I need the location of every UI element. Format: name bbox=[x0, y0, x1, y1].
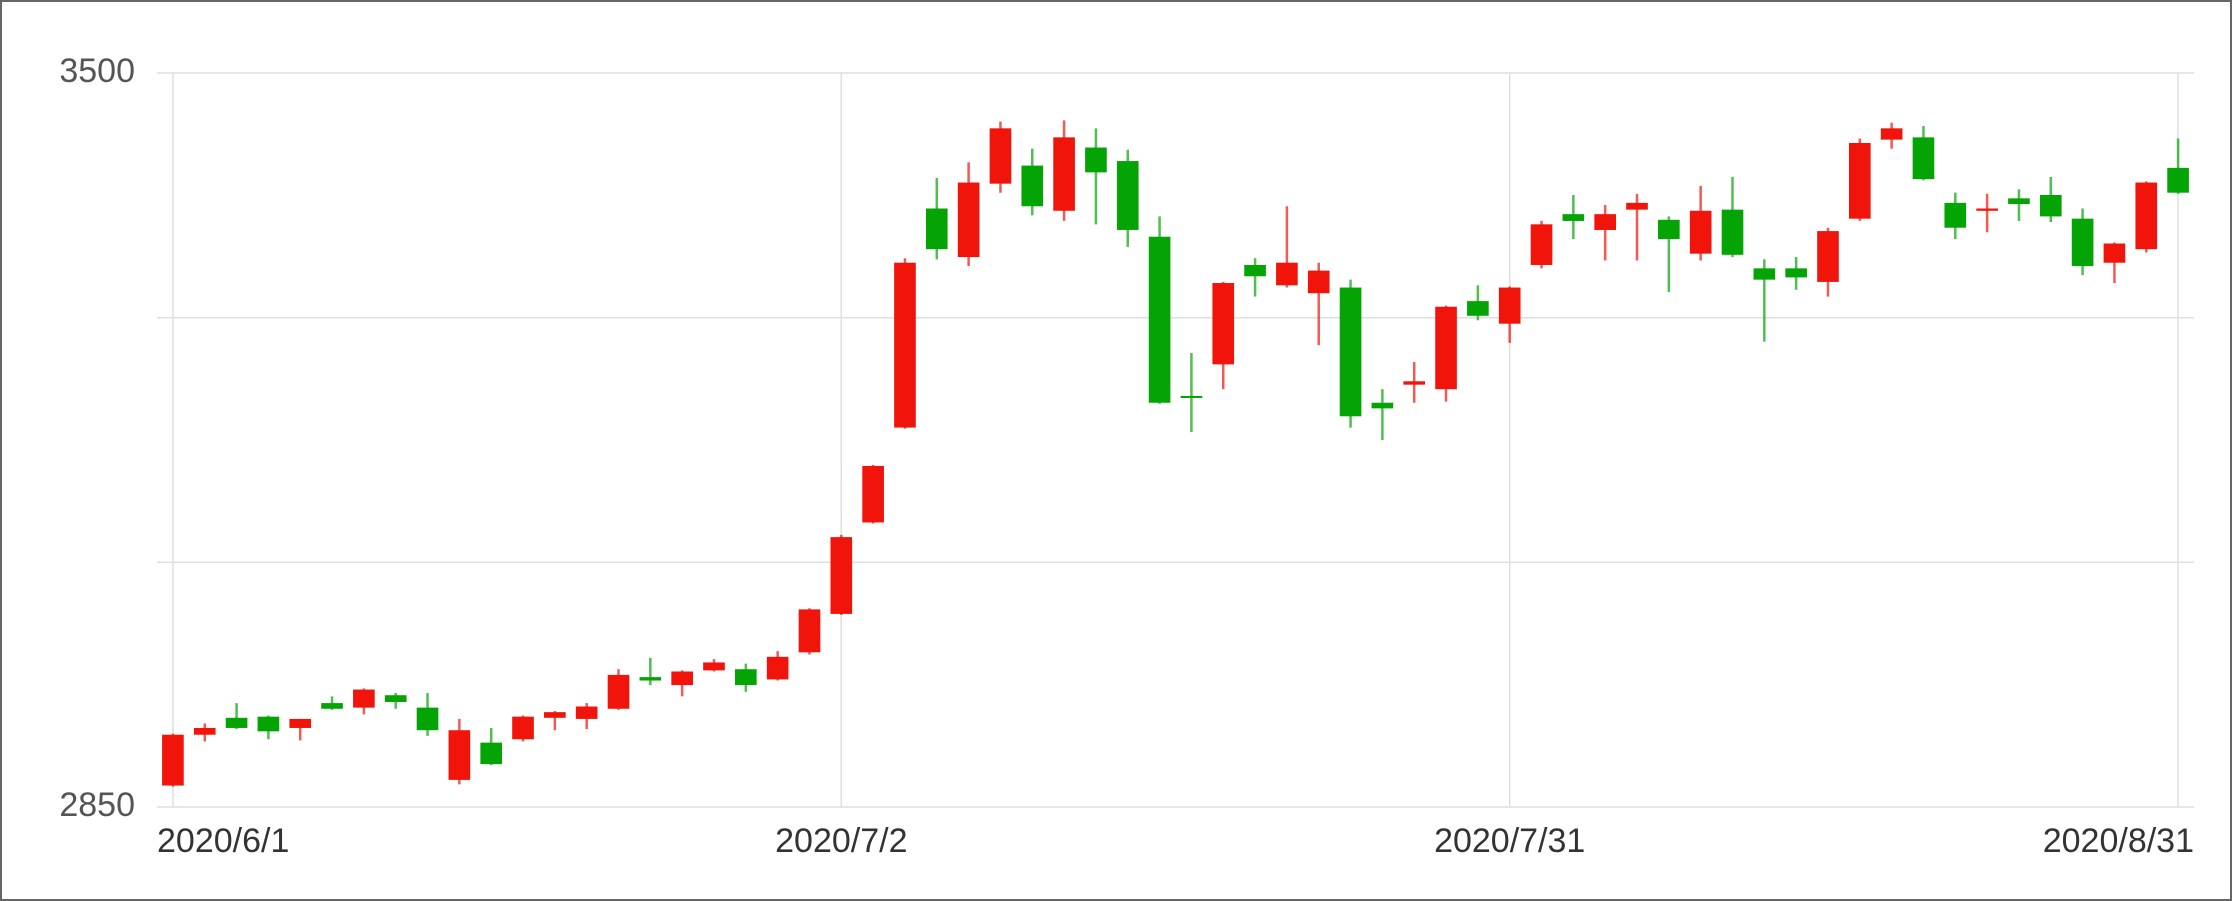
candle-body bbox=[416, 707, 439, 731]
candle-body bbox=[1180, 395, 1203, 398]
candle-body bbox=[925, 208, 948, 250]
x-tick-label: 2020/7/31 bbox=[1434, 822, 1585, 860]
x-tick-label: 2020/8/31 bbox=[2043, 822, 2194, 860]
y-tick-label: 2850 bbox=[59, 786, 135, 824]
candle-body bbox=[1339, 287, 1362, 417]
candle-body bbox=[2103, 243, 2126, 263]
candle-body bbox=[1021, 165, 1044, 207]
candle-body bbox=[1944, 202, 1967, 228]
candle-body bbox=[607, 674, 630, 709]
candle-body bbox=[480, 742, 503, 765]
candle-body bbox=[384, 695, 407, 702]
candle-body bbox=[1148, 236, 1171, 403]
x-tick-label: 2020/6/1 bbox=[157, 822, 289, 860]
candle-body bbox=[862, 465, 884, 523]
candle-body bbox=[830, 537, 853, 614]
candle-body bbox=[1817, 231, 1839, 282]
candle-body bbox=[2008, 198, 2030, 204]
candle-body bbox=[1085, 147, 1107, 173]
candle-body bbox=[671, 671, 693, 686]
candle-body bbox=[448, 730, 471, 780]
candle-body bbox=[1053, 137, 1075, 211]
candle-body bbox=[1848, 143, 1871, 219]
candle-body bbox=[1594, 214, 1617, 230]
candle-body bbox=[1307, 270, 1330, 294]
candle-body bbox=[162, 734, 184, 786]
candle-body bbox=[639, 677, 662, 681]
candle-body bbox=[289, 718, 312, 728]
candle-body bbox=[1689, 210, 1712, 254]
candle-body bbox=[1498, 287, 1521, 324]
candle-body bbox=[2071, 218, 2094, 267]
candle-body bbox=[1562, 214, 1585, 221]
candle-body bbox=[257, 716, 280, 732]
candle-body bbox=[2039, 194, 2062, 217]
candle-body bbox=[575, 706, 598, 719]
candle-body bbox=[894, 262, 916, 428]
candle-body bbox=[1116, 161, 1139, 230]
candle-body bbox=[703, 662, 725, 671]
candle-body bbox=[544, 712, 566, 718]
candle-body bbox=[1753, 268, 1776, 280]
candle-body bbox=[353, 689, 375, 708]
candle-body bbox=[1626, 202, 1648, 210]
candle-body bbox=[798, 609, 821, 653]
candle-body bbox=[1435, 306, 1457, 390]
candle-body bbox=[1467, 301, 1489, 316]
candle-body bbox=[1276, 262, 1298, 286]
candle-body bbox=[1785, 268, 1807, 278]
candle-body bbox=[1912, 137, 1935, 180]
x-tick-label: 2020/7/2 bbox=[775, 822, 907, 860]
y-tick-label: 3500 bbox=[59, 52, 135, 90]
candle-body bbox=[512, 716, 534, 740]
candle-body bbox=[766, 656, 789, 680]
candle-body bbox=[2135, 182, 2158, 250]
candle-body bbox=[1403, 381, 1426, 385]
candle-body bbox=[1371, 402, 1394, 409]
candle-body bbox=[1880, 128, 1903, 140]
candle-body bbox=[321, 703, 343, 709]
candle-body bbox=[957, 182, 980, 258]
candle-body bbox=[734, 669, 757, 686]
candle-body bbox=[1244, 264, 1266, 277]
candle-body bbox=[225, 717, 248, 728]
candle-body bbox=[1658, 219, 1680, 239]
candle-body bbox=[1530, 224, 1553, 265]
candle-body bbox=[1721, 209, 1744, 255]
candle-body bbox=[2167, 167, 2189, 193]
candle-body bbox=[1212, 283, 1235, 365]
candle-body bbox=[1976, 208, 1998, 211]
candle-body bbox=[989, 128, 1012, 184]
candle-body bbox=[193, 727, 216, 735]
